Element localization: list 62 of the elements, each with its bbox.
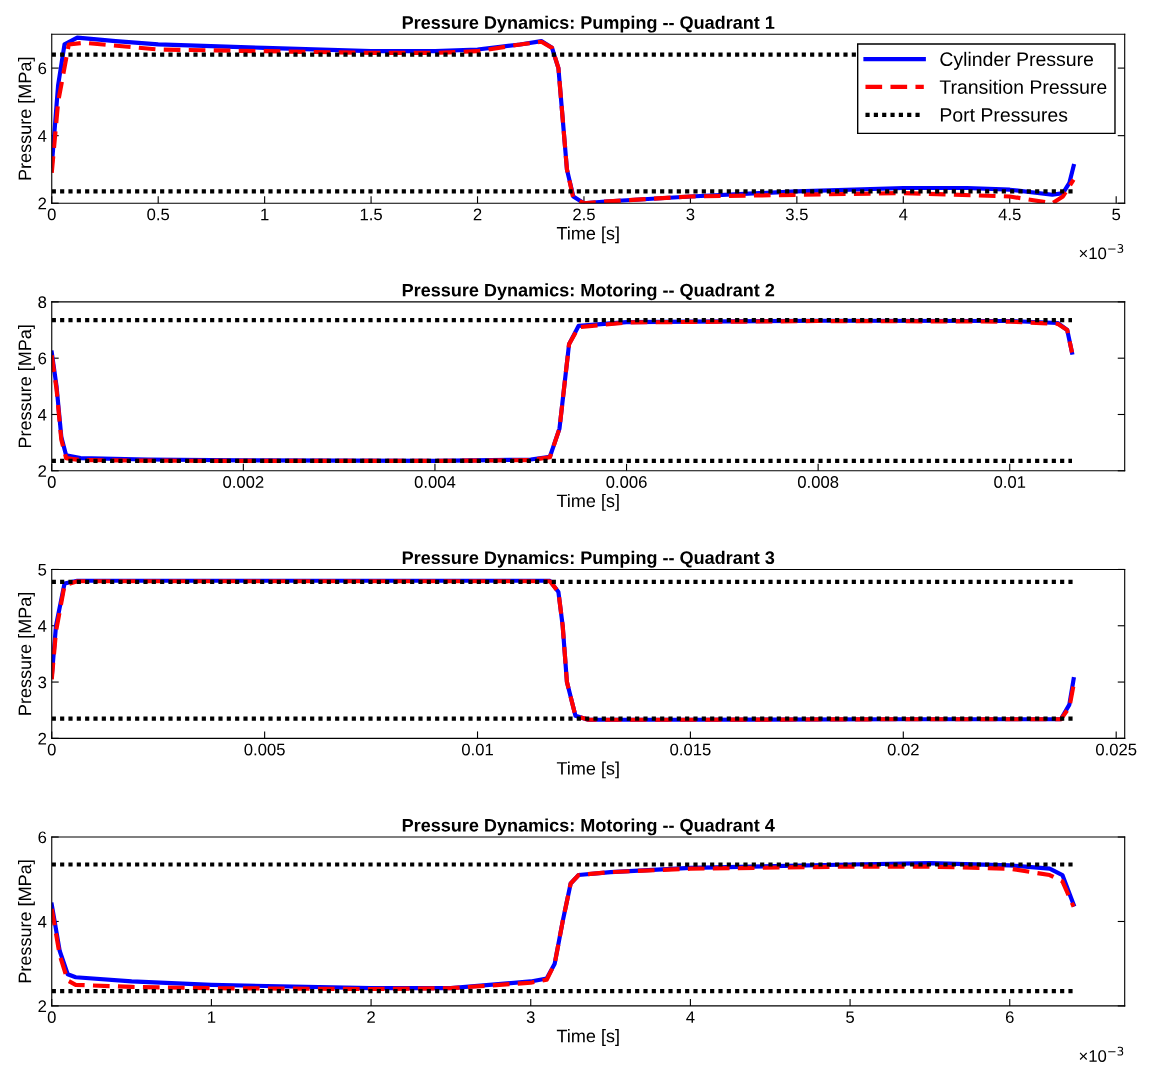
x-tick-label: 0.5 — [147, 208, 170, 221]
y-tick-label: 2 — [38, 465, 47, 477]
x-tick-label: 5 — [846, 1011, 855, 1024]
y-axis-title: Pressure [MPa] — [18, 57, 35, 180]
x-tick-label: 0 — [47, 476, 56, 488]
x-tick-label: 0.008 — [797, 476, 839, 488]
legend-label: Port Pressures — [940, 108, 1068, 122]
x-tick-label: 0.01 — [994, 476, 1026, 488]
x-tick-label: 0 — [47, 208, 56, 221]
x-tick-label: 4 — [899, 208, 908, 221]
x-tick-label: 2 — [473, 208, 482, 221]
x-axis-title: Time [s] — [556, 1029, 619, 1046]
legend-label: Transition Pressure — [939, 79, 1107, 94]
y-tick-label: 5 — [38, 564, 47, 576]
chart-title: Pressure Dynamics: Pumping -- Quadrant 3 — [402, 550, 775, 568]
x-tick-label: 2.5 — [573, 208, 595, 221]
x-axis-title: Time [s] — [556, 493, 619, 511]
x-tick-label: 0.02 — [887, 743, 919, 756]
y-axis-title: Pressure [MPa] — [18, 860, 35, 983]
y-tick-label: 3 — [38, 676, 47, 689]
y-tick-label: 4 — [38, 620, 47, 632]
x-axis-title: Time [s] — [556, 226, 619, 244]
x-tick-label: 3 — [526, 1011, 535, 1024]
chart-title: Pressure Dynamics: Motoring -- Quadrant 2 — [402, 283, 775, 301]
y-tick-label: 8 — [38, 296, 47, 309]
y-tick-label: 4 — [38, 130, 47, 142]
x-tick-label: 0.01 — [461, 743, 493, 756]
x-tick-label: 5 — [1112, 208, 1121, 221]
legend-label: Cylinder Pressure — [940, 51, 1094, 70]
y-tick-label: 6 — [38, 62, 47, 75]
chart-title: Pressure Dynamics: Motoring -- Quadrant 4 — [402, 818, 775, 836]
x-tick-label: 1.5 — [360, 208, 382, 221]
y-tick-label: 4 — [38, 916, 47, 928]
y-tick-label: 6 — [38, 831, 47, 844]
x-tick-label: 4 — [686, 1011, 695, 1023]
x-tick-label: 0.015 — [670, 743, 711, 756]
x-tick-label: 0.006 — [606, 476, 647, 488]
x-tick-label: 4.5 — [998, 208, 1021, 221]
chart-title: Pressure Dynamics: Pumping -- Quadrant 1 — [402, 15, 775, 33]
x-tick-label: 0 — [47, 743, 56, 756]
x-tick-label: 3.5 — [785, 208, 808, 221]
x-axis-title: Time [s] — [556, 761, 619, 779]
y-axis-title: Pressure [MPa] — [18, 325, 35, 448]
x-tick-label: 0.025 — [1095, 743, 1137, 756]
y-axis-title: Pressure [MPa] — [18, 592, 35, 715]
y-tick-label: 2 — [38, 197, 47, 210]
y-tick-label: 2 — [38, 1000, 47, 1012]
text: ×10$^{−3}$ — [1079, 1046, 1124, 1062]
y-tick-label: 6 — [38, 352, 47, 365]
x-tick-label: 0 — [47, 1011, 56, 1024]
y-tick-label: 4 — [38, 409, 47, 421]
line-series — [51, 318, 1075, 464]
x-tick-label: 1 — [261, 208, 269, 221]
x-tick-label: 0.004 — [414, 476, 456, 488]
x-tick-label: 2 — [367, 1011, 375, 1023]
x-tick-label: 6 — [1005, 1011, 1014, 1024]
y-tick-label: 2 — [38, 732, 47, 745]
x-tick-label: 0.002 — [223, 476, 264, 488]
x-tick-label: 1 — [208, 1011, 216, 1023]
x-tick-label: 0.005 — [244, 743, 285, 756]
text: ×10$^{−3}$ — [1079, 244, 1124, 260]
x-tick-label: 3 — [686, 208, 695, 221]
